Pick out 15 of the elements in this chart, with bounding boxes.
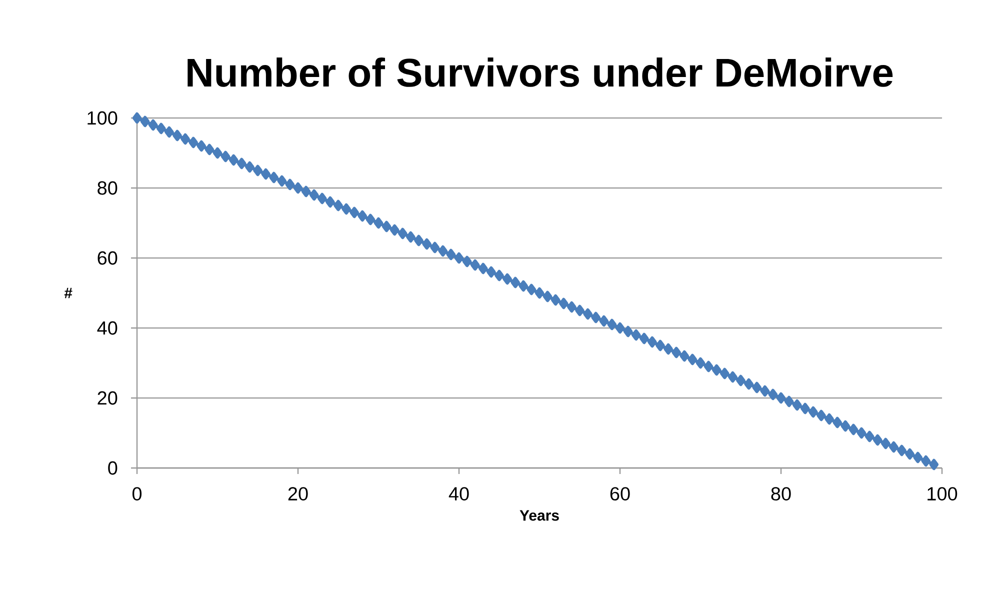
x-tick-label: 0 — [132, 487, 142, 501]
y-tick-label: 60 — [98, 251, 118, 265]
x-tick-label: 20 — [288, 487, 308, 501]
y-axis-title: # — [64, 288, 72, 298]
x-tick-label: 60 — [610, 487, 630, 501]
y-tick-label: 0 — [108, 461, 118, 475]
y-tick-label: 20 — [98, 391, 118, 405]
x-tick-label: 80 — [771, 487, 791, 501]
x-tick-label: 40 — [448, 487, 469, 501]
chart-title: Number of Survivors under DeMoirve — [188, 58, 893, 87]
y-tick-label: 100 — [88, 111, 118, 125]
y-tick-label: 80 — [98, 181, 118, 195]
x-tick-label: 100 — [928, 487, 958, 501]
y-tick-label: 40 — [97, 321, 118, 335]
x-axis-title: Years — [520, 510, 559, 521]
